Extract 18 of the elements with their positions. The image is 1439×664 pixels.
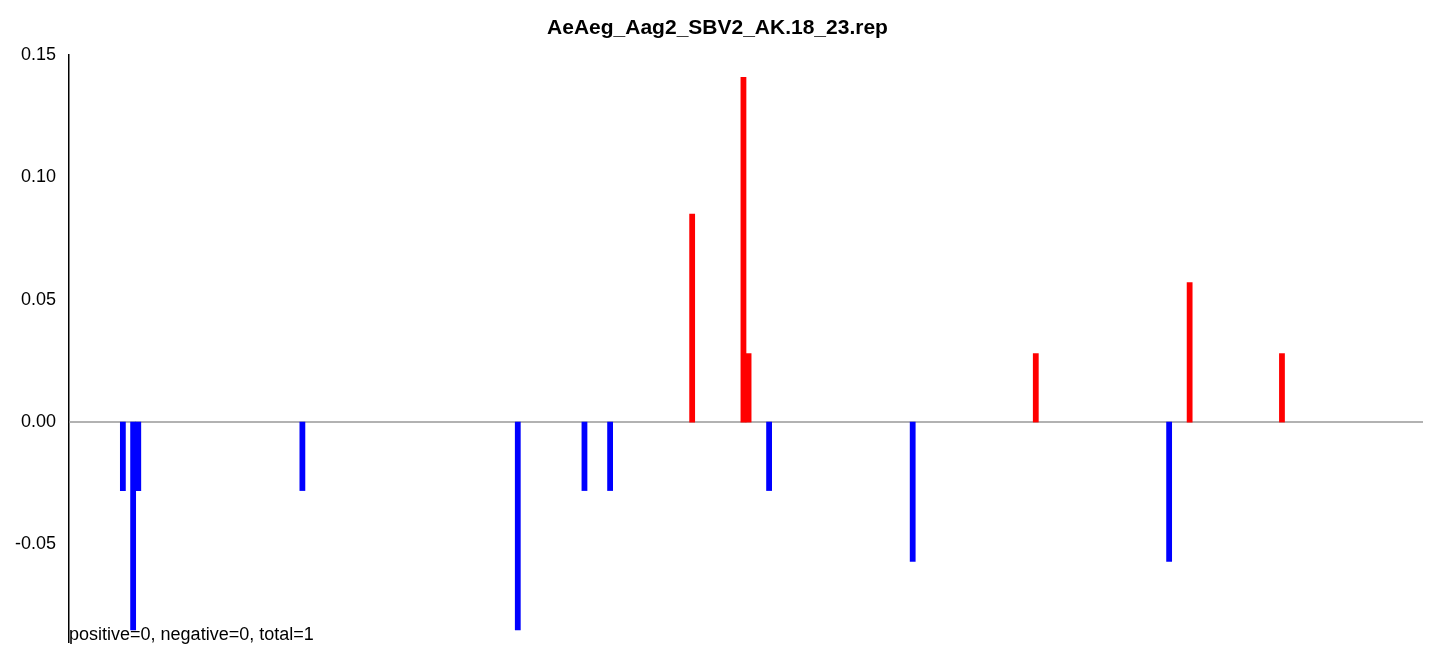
bar [1032, 353, 1039, 423]
bar [766, 421, 772, 491]
bar [689, 213, 696, 423]
bar [1186, 282, 1193, 423]
bar [514, 421, 521, 631]
y-tick-label: 0.15 [20, 44, 57, 65]
y-tick-label: 0.05 [20, 288, 57, 309]
bar [119, 421, 126, 491]
annotation: positive=0, negative=0, total=1 [69, 624, 314, 645]
bar [909, 421, 916, 562]
bar [607, 421, 613, 491]
y-tick-label: 0.00 [20, 411, 57, 432]
chart-title: AeAeg_Aag2_SBV2_AK.18_23.rep [547, 15, 888, 39]
bar [1279, 353, 1285, 423]
bar [299, 421, 306, 491]
y-tick-label: 0.10 [20, 166, 57, 187]
bar [1166, 421, 1173, 562]
y-tick-label: -0.05 [15, 533, 57, 554]
